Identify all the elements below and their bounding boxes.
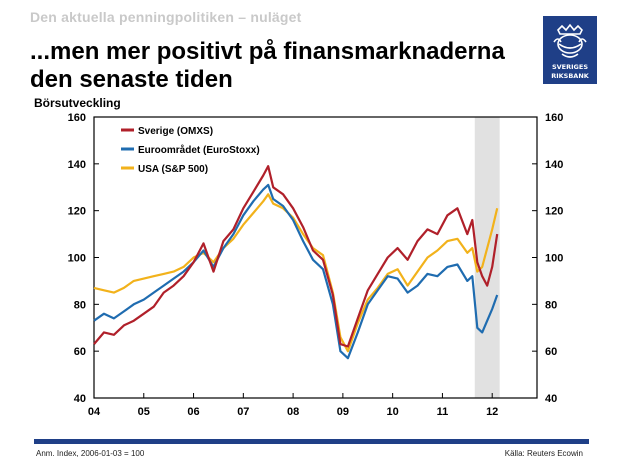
series-line-2 xyxy=(93,193,499,353)
logo-text-line1: SVERIGES xyxy=(551,63,589,71)
x-tick-label: 11 xyxy=(437,406,449,418)
y-tick-label-right: 80 xyxy=(545,299,557,311)
y-tick-label-left: 60 xyxy=(74,346,86,358)
x-tick-label: 06 xyxy=(187,406,199,418)
y-tick-label-left: 40 xyxy=(74,393,86,405)
footer-bar xyxy=(34,439,589,444)
shaded-region xyxy=(474,117,500,398)
x-tick-label: 04 xyxy=(88,406,101,418)
y-tick-label-right: 40 xyxy=(545,393,557,405)
y-tick-label-right: 140 xyxy=(545,159,563,171)
y-tick-label-right: 120 xyxy=(545,206,563,218)
x-tick-label: 09 xyxy=(337,406,349,418)
chart-note: Anm. Index, 2006-01-03 = 100 xyxy=(36,449,145,458)
y-tick-label-right: 100 xyxy=(545,253,563,265)
x-tick-label: 05 xyxy=(138,406,150,418)
logo-text-line2: RIKSBANK xyxy=(551,72,589,80)
riksbank-logo: SVERIGES RIKSBANK xyxy=(543,16,597,84)
y-tick-label-right: 160 xyxy=(545,112,563,124)
y-tick-label-left: 100 xyxy=(68,253,86,265)
x-tick-label: 07 xyxy=(237,406,249,418)
plot-frame xyxy=(93,116,538,399)
y-tick-label-right: 60 xyxy=(545,346,557,358)
chart-y-label: Börsutveckling xyxy=(34,96,121,110)
chart-source: Källa: Reuters Ecowin xyxy=(504,449,583,458)
legend-label-1: Euroområdet (EuroStoxx) xyxy=(138,144,260,156)
x-tick-label: 08 xyxy=(287,406,299,418)
y-tick-label-left: 140 xyxy=(68,159,86,171)
x-tick-label: 12 xyxy=(486,406,498,418)
y-tick-label-left: 120 xyxy=(68,206,86,218)
legend-label-0: Sverige (OMXS) xyxy=(138,126,213,137)
slide-kicker: Den aktuella penningpolitiken – nuläget xyxy=(30,9,302,25)
legend-label-2: USA (S&P 500) xyxy=(138,164,208,175)
series-line-0 xyxy=(93,165,499,348)
series-line-1 xyxy=(93,183,499,360)
y-tick-label-left: 160 xyxy=(68,112,86,124)
y-tick-label-left: 80 xyxy=(74,299,86,311)
x-tick-label: 10 xyxy=(387,406,399,418)
slide-title: ...men mer positivt på finansmarknaderna… xyxy=(30,38,505,93)
crown-emblem-icon xyxy=(553,23,587,58)
